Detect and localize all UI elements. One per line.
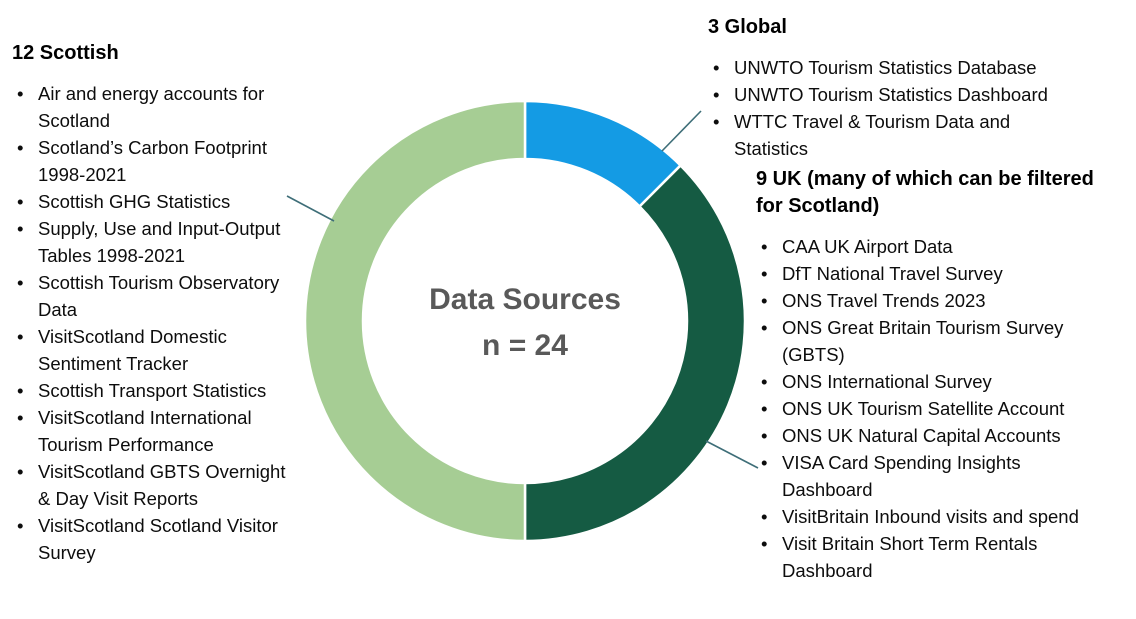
donut-center-title: Data Sources [429,283,621,316]
list-item: VisitBritain Inbound visits and spend [756,503,1082,530]
list-item: Scottish GHG Statistics [12,188,298,215]
list-item: VisitScotland Scotland Visitor Survey [12,512,298,566]
list-item: ONS Great Britain Tourism Survey (GBTS) [756,314,1082,368]
list-item: VisitScotland International Tourism Perf… [12,404,298,458]
list-item: VisitScotland Domestic Sentiment Tracker [12,323,298,377]
uk-panel: 9 UK (many of which can be filtered for … [756,166,1124,584]
list-item: DfT National Travel Survey [756,260,1082,287]
global-heading: 3 Global [708,16,787,38]
list-item: UNWTO Tourism Statistics Dashboard [708,81,1069,108]
list-item: Supply, Use and Input-Output Tables 1998… [12,215,298,269]
list-item: ONS UK Natural Capital Accounts [756,422,1082,449]
list-item: Scotland’s Carbon Footprint 1998-2021 [12,134,298,188]
scottish-panel: 12 Scottish Air and energy accounts for … [12,40,298,566]
donut-segment-uk [523,164,747,543]
leader-line-global [661,110,702,152]
donut-segment-scottish [303,99,527,543]
list-item: ONS Travel Trends 2023 [756,287,1082,314]
list-item: UNWTO Tourism Statistics Database [708,54,1069,81]
global-list: UNWTO Tourism Statistics DatabaseUNWTO T… [708,54,1069,162]
list-item: Scottish Tourism Observatory Data [12,269,298,323]
donut-center-count: n = 24 [482,329,568,362]
scottish-heading: 12 Scottish [12,42,119,64]
list-item: VISA Card Spending Insights Dashboard [756,449,1082,503]
global-panel: 3 Global UNWTO Tourism Statistics Databa… [708,14,1108,162]
uk-list: CAA UK Airport DataDfT National Travel S… [756,233,1082,584]
scottish-list: Air and energy accounts for ScotlandScot… [12,80,298,566]
list-item: Visit Britain Short Term Rentals Dashboa… [756,530,1082,584]
list-item: WTTC Travel & Tourism Data and Statistic… [708,108,1069,162]
donut-center-label: Data Sources n = 24 [325,277,725,369]
list-item: Scottish Transport Statistics [12,377,298,404]
list-item: ONS UK Tourism Satellite Account [756,395,1082,422]
uk-heading: 9 UK (many of which can be filtered for … [756,168,1094,217]
list-item: VisitScotland GBTS Overnight & Day Visit… [12,458,298,512]
list-item: Air and energy accounts for Scotland [12,80,298,134]
leader-line-uk [705,440,759,469]
list-item: CAA UK Airport Data [756,233,1082,260]
list-item: ONS International Survey [756,368,1082,395]
